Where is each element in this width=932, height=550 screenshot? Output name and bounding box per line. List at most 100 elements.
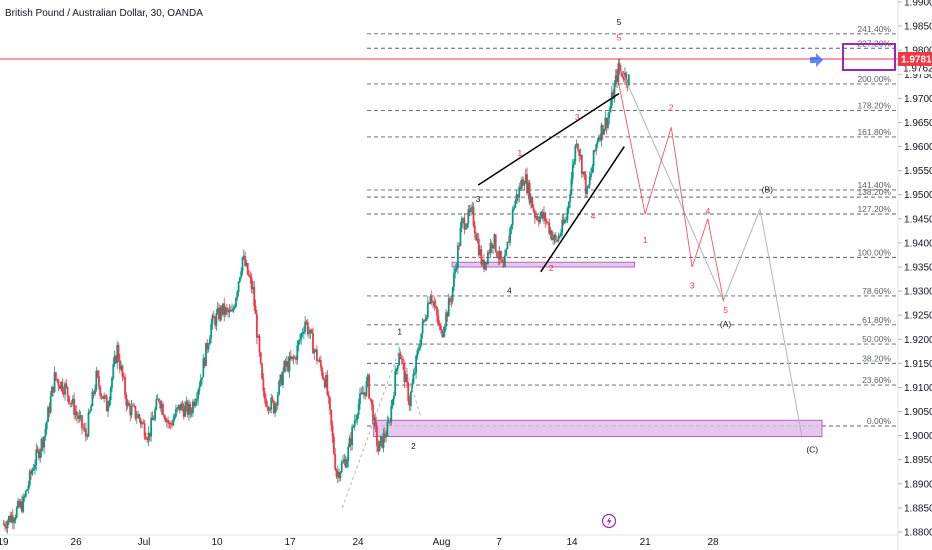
candle-body — [210, 323, 213, 339]
candle-body — [253, 286, 256, 307]
candle-body — [278, 381, 280, 395]
candle-body — [95, 370, 98, 390]
candle-body — [205, 342, 207, 367]
candle-body — [283, 361, 286, 372]
candle-body — [612, 92, 615, 99]
candle-body — [30, 471, 32, 475]
candle-body — [319, 360, 322, 368]
candle-body — [15, 507, 18, 518]
candle-body — [583, 171, 586, 176]
candle-body — [462, 218, 464, 220]
candle-body — [601, 124, 604, 135]
candle-body — [71, 398, 74, 404]
y-tick-label-6: 1.96000 — [904, 142, 932, 153]
candle-body — [385, 436, 387, 438]
candle-body — [535, 216, 538, 218]
candle-body — [415, 355, 417, 373]
candle-body — [304, 321, 307, 332]
candle-body — [206, 342, 209, 350]
lightning-icon[interactable] — [601, 513, 617, 529]
candle-body — [412, 373, 415, 384]
candle-body — [524, 174, 527, 184]
candle-body — [137, 414, 139, 418]
candle-body — [2, 523, 5, 525]
y-tick-label-17: 1.90500 — [904, 407, 932, 418]
candle-body — [522, 179, 525, 186]
candle-body — [82, 427, 85, 429]
candle-body — [541, 211, 544, 219]
candle-body — [569, 194, 572, 203]
candle-body — [500, 250, 502, 261]
y-tick-label-2: 1.98000 — [904, 46, 932, 57]
candle-body — [40, 438, 43, 452]
candle-body — [351, 426, 354, 446]
y-tick-label-16: 1.91000 — [904, 383, 932, 394]
candle-body — [185, 401, 188, 406]
candle-body — [509, 228, 511, 243]
candle-body — [73, 398, 76, 415]
candle-body — [310, 329, 313, 334]
candle-body — [244, 255, 247, 266]
candle-body — [466, 223, 468, 228]
candle-body — [305, 321, 308, 323]
candle-body — [519, 186, 522, 189]
candle-body — [453, 273, 455, 288]
candle-body — [596, 140, 599, 145]
candle-body — [202, 358, 205, 378]
candle-body — [248, 274, 250, 277]
arrow-right-icon[interactable] — [810, 53, 823, 67]
candle-body — [49, 396, 52, 413]
candle-body — [548, 222, 551, 234]
candle-body — [545, 221, 548, 222]
candle-body — [445, 312, 448, 327]
candle-body — [511, 209, 514, 226]
fib-label-14: 0.00% — [867, 416, 892, 426]
candle-body — [314, 349, 317, 351]
candle-body — [570, 178, 573, 195]
candle-body — [99, 386, 102, 396]
candle-body — [470, 208, 472, 213]
candle-body — [48, 407, 51, 413]
candle-body — [473, 225, 476, 234]
candle-body — [313, 350, 316, 354]
candle-body — [530, 196, 532, 204]
candle-body — [280, 374, 283, 386]
candle-body — [70, 402, 73, 404]
candle-body — [577, 143, 579, 150]
candle-body — [424, 319, 427, 321]
candle-body — [369, 398, 372, 400]
marker-box[interactable] — [842, 43, 896, 71]
candle-body — [54, 372, 57, 380]
y-tick-label-5: 1.96500 — [904, 118, 932, 129]
candle-body — [382, 433, 385, 448]
candle-body — [539, 216, 541, 223]
candle-body — [236, 291, 239, 298]
candle-body — [383, 433, 386, 438]
candle-body — [613, 84, 616, 99]
candle-body — [594, 150, 596, 152]
candle-body — [400, 358, 403, 360]
candle-body — [476, 238, 479, 241]
candle-body — [52, 386, 55, 393]
trend-line-0 — [477, 92, 620, 186]
candle-body — [411, 383, 414, 392]
candle-body — [233, 306, 236, 309]
candle-body — [396, 365, 399, 369]
candle-body — [608, 111, 611, 118]
candle-body — [249, 276, 252, 278]
candle-body — [45, 421, 48, 430]
candle-body — [18, 500, 21, 507]
candle-body — [125, 395, 128, 406]
candle-body — [497, 256, 500, 259]
candle-body — [177, 404, 180, 408]
candle-body — [513, 207, 515, 210]
candle-body — [618, 63, 621, 71]
projection-grey — [620, 69, 803, 436]
candle-body — [357, 404, 360, 415]
fib-label-13: 23.60% — [862, 375, 891, 385]
candle-body — [441, 329, 444, 337]
candle-body — [429, 296, 432, 304]
candle-body — [92, 391, 95, 395]
